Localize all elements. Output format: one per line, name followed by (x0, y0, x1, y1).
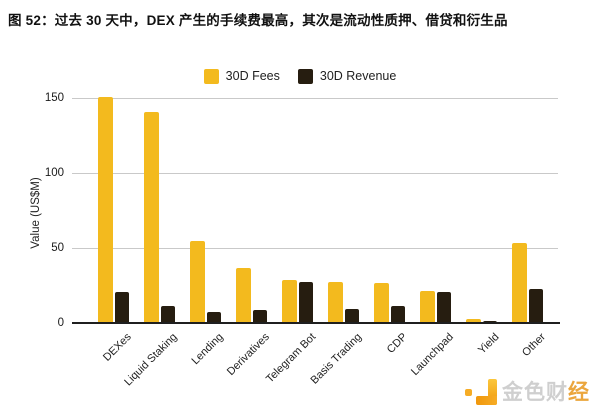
legend-item-fees: 30D Fees (203, 68, 280, 84)
fees-bar (190, 241, 205, 324)
fees-swatch (203, 68, 219, 84)
fees-bar (236, 268, 251, 324)
x-category-label: Other (520, 331, 548, 359)
legend-label-fees: 30D Fees (225, 69, 280, 83)
revenue-bar (114, 292, 129, 324)
chart-legend: 30D Fees 30D Revenue (0, 66, 600, 86)
x-category-label: Lending (189, 331, 226, 368)
revenue-bar (436, 292, 451, 324)
gridline (72, 248, 558, 249)
revenue-swatch (297, 68, 313, 84)
fees-bar (512, 242, 527, 324)
x-axis-line (72, 322, 560, 324)
watermark-brand-text: 金色财经 (502, 380, 590, 404)
revenue-bar (390, 305, 405, 324)
revenue-bar (206, 311, 221, 324)
x-category-label: Launchpad (408, 331, 456, 378)
fees-bar (98, 97, 113, 324)
y-tick-label: 50 (51, 241, 64, 254)
fees-bar (466, 319, 481, 324)
figure-title: 图 52：过去 30 天中，DEX 产生的手续费最高，其次是流动性质押、借贷和衍… (8, 13, 508, 28)
x-category-label: Yield (476, 331, 502, 357)
y-tick-label: 0 (57, 316, 64, 329)
jinse-logo-icon (465, 379, 497, 405)
fees-bar (282, 280, 297, 324)
revenue-bar (344, 308, 359, 324)
revenue-bar (160, 305, 175, 324)
revenue-bar (298, 281, 313, 324)
fees-bar (374, 283, 389, 324)
y-tick-label: 150 (44, 91, 64, 104)
x-category-label: DEXes (101, 331, 134, 364)
y-tick-label: 100 (44, 166, 64, 179)
watermark: 金色财经 (465, 379, 590, 405)
x-category-label: CDP (385, 331, 410, 356)
legend-item-revenue: 30D Revenue (297, 68, 397, 84)
fees-bar (420, 290, 435, 324)
legend-label-revenue: 30D Revenue (319, 69, 397, 83)
gridline (72, 173, 558, 174)
revenue-bar (252, 310, 267, 324)
fees-bar (144, 112, 159, 324)
fees-bar (328, 281, 343, 324)
x-category-label: Derivatives (225, 331, 272, 378)
gridline (72, 98, 558, 99)
y-axis-title: Value (US$M) (30, 177, 42, 249)
revenue-bar (528, 289, 543, 324)
